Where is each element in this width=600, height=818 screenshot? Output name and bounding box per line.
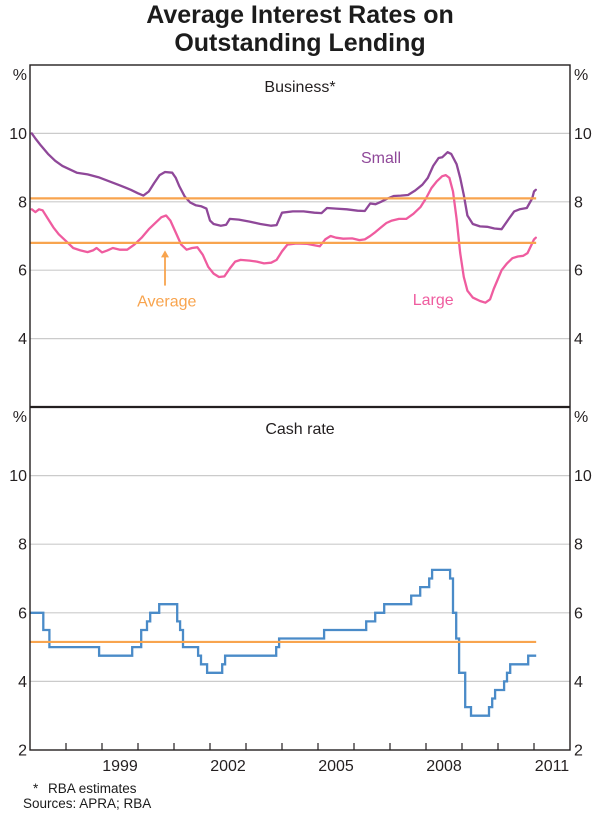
ytick-label-right: 8 [574,537,583,554]
annotation-small: Small [361,150,401,167]
ytick-label-left: 8 [18,194,27,211]
unit-label-left: % [13,67,27,84]
annotation-large: Large [413,292,454,309]
annotation-arrow-head [161,250,169,258]
unit-label-right: % [574,67,588,84]
panel-title-business: Business* [264,79,335,96]
sources-line: Sources: APRA; RBA [23,796,152,811]
chart-title-line2: Outstanding Lending [174,29,426,57]
ytick-label-left: 6 [18,263,27,280]
ytick-label-left: 6 [18,605,27,622]
ytick-label-right: 6 [574,263,583,280]
ytick-label-right: 10 [574,126,592,143]
ytick-label-left: 4 [18,674,27,691]
xtick-label: 1999 [102,758,138,775]
ytick-label-left: 4 [18,331,27,348]
xtick-label: 2008 [426,758,462,775]
footnote-text: RBA estimates [48,781,137,796]
chart-title-line1: Average Interest Rates on [146,1,454,29]
ytick-label-right: 4 [574,331,583,348]
ytick-label-left: 10 [9,126,27,143]
series-large [30,173,537,304]
series-small [30,132,537,231]
series-cash-rate-step [30,568,537,717]
ytick-label-right: 6 [574,605,583,622]
unit-label-right: % [574,409,588,426]
ytick-label-left: 2 [18,743,27,760]
ytick-label-right: 10 [574,468,592,485]
annotation-average: Average [137,293,196,310]
ytick-label-right: 2 [574,743,583,760]
ytick-label-left: 10 [9,468,27,485]
ytick-label-left: 8 [18,537,27,554]
panel-title-cash-rate: Cash rate [265,421,334,438]
ytick-label-right: 4 [574,674,583,691]
ytick-label-right: 8 [574,194,583,211]
footnote-marker: * [33,781,39,796]
xtick-label: 2002 [210,758,246,775]
chart-title: Average Interest Rates on Outstanding Le… [0,1,600,57]
xtick-label: 2005 [318,758,354,775]
unit-label-left: % [13,409,27,426]
footnote: * RBA estimates [23,781,137,796]
xtick-label: 2011 [535,758,570,775]
